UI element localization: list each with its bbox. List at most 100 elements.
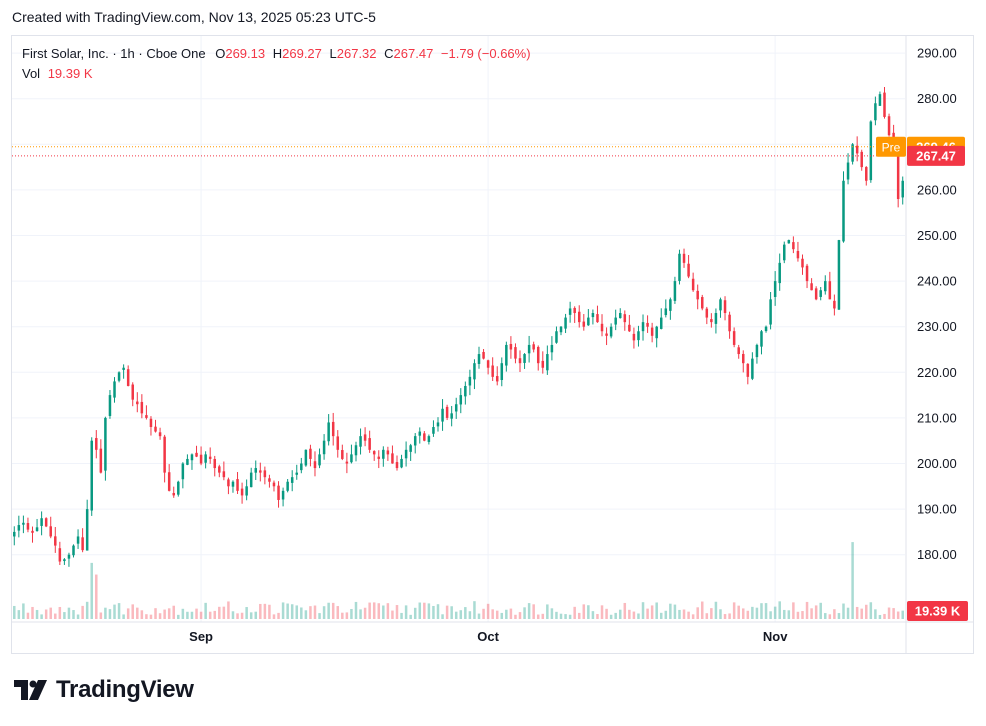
volume-bar [404, 605, 408, 619]
candle-body [527, 344, 531, 354]
volume-bar [58, 606, 62, 619]
volume-bar [81, 605, 84, 619]
candle-body [81, 537, 84, 551]
volume-bar [787, 610, 791, 619]
candle-body [423, 433, 426, 441]
volume-bar [54, 613, 57, 619]
volume-bar [732, 602, 736, 619]
volume-bar [737, 605, 740, 619]
volume-bar [122, 614, 125, 619]
volume-bar [136, 607, 139, 619]
volume-bar [459, 610, 463, 619]
volume-bar [577, 612, 581, 619]
candle-body [190, 454, 194, 461]
volume-bar [473, 601, 476, 619]
volume-bar [527, 603, 531, 619]
volume-bar [40, 614, 43, 619]
candle-body [58, 548, 62, 562]
volume-bar [865, 604, 868, 619]
volume-bar [682, 609, 686, 619]
volume-bar [104, 607, 107, 619]
volume-bar [773, 606, 777, 619]
volume-bar [573, 606, 576, 619]
volume-bar [810, 608, 813, 619]
candle-body [541, 360, 545, 368]
candle-body [755, 344, 759, 358]
volume-bar [395, 605, 399, 619]
legend-close: 267.47 [393, 46, 434, 61]
candle-body [659, 317, 663, 329]
candle-body [550, 344, 554, 353]
candle-body [341, 450, 344, 459]
candle-body [696, 290, 699, 300]
volume-bar [523, 607, 526, 619]
volume-bar [518, 612, 522, 619]
volume-bar [454, 611, 458, 619]
candle-body [199, 454, 203, 464]
volume-bar [691, 614, 695, 619]
volume-bar [632, 611, 636, 619]
candle-body [186, 458, 189, 465]
chart-frame[interactable] [11, 35, 974, 654]
candle-body [637, 331, 640, 341]
y-tick-label: 230.00 [917, 319, 957, 334]
legend-change: −1.79 (−0.66%) [440, 46, 531, 61]
candle-body [842, 180, 845, 242]
candles-group [13, 87, 923, 619]
candle-body [468, 376, 472, 386]
volume-bar [705, 613, 709, 619]
volume-bar [450, 606, 453, 619]
pre-label-text: Pre [882, 140, 901, 154]
volume-bar [227, 601, 230, 619]
volume-bar [418, 602, 422, 619]
candle-body [167, 472, 171, 491]
candle-body [122, 367, 125, 370]
legend-ohlc-row: First Solar, Inc. · 1h · Cboe One O269.1… [22, 46, 531, 61]
x-tick-label: Sep [189, 629, 213, 644]
candle-body [22, 522, 25, 525]
candle-body [582, 321, 586, 327]
volume-bar [341, 612, 344, 619]
y-tick-label: 200.00 [917, 456, 957, 471]
candle-body [605, 333, 608, 336]
volume-bar [409, 614, 412, 619]
candle-body [920, 113, 923, 126]
candle-body [218, 466, 221, 473]
candle-body [828, 281, 832, 300]
candle-body [445, 406, 449, 418]
candle-body [559, 326, 563, 333]
candle-body [409, 445, 412, 452]
volume-bar [72, 610, 75, 619]
volume-bar [564, 614, 567, 619]
candle-body [796, 250, 800, 259]
candle-body [26, 523, 30, 530]
candle-body [482, 351, 485, 359]
candle-body [372, 451, 376, 455]
brand-name: TradingView [56, 676, 194, 703]
candle-body [290, 477, 294, 483]
candle-body [418, 431, 422, 436]
volume-bar [532, 604, 535, 619]
volume-bar [833, 609, 836, 619]
volume-bar [887, 607, 891, 619]
candle-body [363, 434, 367, 441]
candle-body [883, 92, 886, 117]
candle-body [814, 288, 818, 300]
candle-body [887, 116, 891, 136]
volume-bar [117, 603, 121, 619]
candle-body [72, 545, 75, 556]
volume-bar [623, 602, 627, 619]
legend-symbol[interactable]: First Solar, Inc. [22, 46, 109, 61]
candle-body [236, 479, 239, 491]
candle-body [126, 369, 130, 386]
volume-bar [700, 601, 704, 619]
candle-body [331, 421, 335, 437]
tradingview-logo[interactable]: TradingView [14, 676, 194, 704]
candle-body [85, 509, 89, 551]
candle-body [801, 258, 804, 268]
candle-body [413, 436, 417, 446]
volume-bar [901, 610, 904, 619]
volume-bar [669, 603, 672, 619]
candle-body [855, 145, 859, 154]
